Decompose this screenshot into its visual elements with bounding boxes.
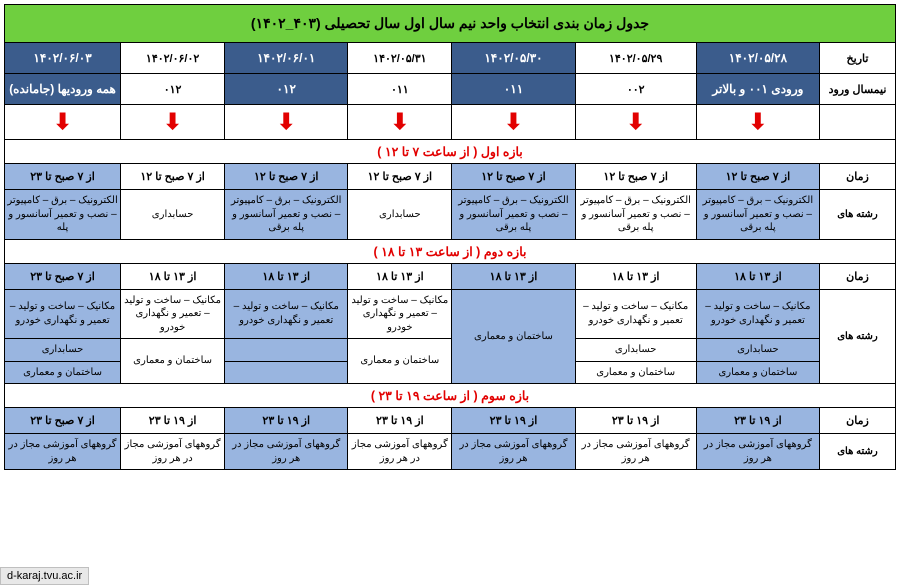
field-cell: ساختمان و معماری: [696, 361, 819, 384]
time-cell: از ۱۳ تا ۱۸: [348, 263, 452, 289]
field-cell: الکترونیک – برق – کامپیوتر – نصب و تعمیر…: [696, 190, 819, 240]
arrow-down-icon: ⬇: [53, 109, 71, 134]
time-cell: از ۱۹ تا ۲۳: [225, 408, 348, 434]
row-label-fields: رشته های: [820, 190, 896, 240]
time-cell: از ۷ صبح تا ۱۲: [452, 164, 575, 190]
row-label-time: زمان: [820, 408, 896, 434]
time-cell: از ۷ صبح تا ۱۲: [575, 164, 696, 190]
field-cell: حسابداری: [696, 339, 819, 362]
time-cell: از ۷ صبح تا ۱۲: [348, 164, 452, 190]
term-cell: ۰۱۲: [225, 74, 348, 105]
row-label-time: زمان: [820, 263, 896, 289]
time-cell: از ۱۹ تا ۲۳: [696, 408, 819, 434]
time-cell: از ۱۹ تا ۲۳: [452, 408, 575, 434]
time-cell: از ۱۳ تا ۱۸: [121, 263, 225, 289]
term-cell: ۰۱۱: [452, 74, 575, 105]
field-cell: مکانیک – ساخت و تولید – تعمیر و نگهداری …: [5, 289, 121, 339]
date-cell: ۱۴۰۲/۰۶/۰۳: [5, 43, 121, 74]
time-cell: از ۷ صبح تا ۲۳: [5, 164, 121, 190]
arrow-down-icon: ⬇: [163, 109, 181, 134]
time-cell: از ۱۳ تا ۱۸: [225, 263, 348, 289]
field-cell: حسابداری: [575, 339, 696, 362]
field-cell: [225, 361, 348, 384]
field-cell: مکانیک – ساخت و تولید – تعمیر و نگهداری …: [348, 289, 452, 339]
date-cell: ۱۴۰۲/۰۵/۳۰: [452, 43, 575, 74]
field-cell: مکانیک – ساخت و تولید – تعمیر و نگهداری …: [121, 289, 225, 339]
field-cell: گروههای آموزشی مجاز در هر روز: [5, 434, 121, 470]
field-cell: الکترونیک – برق – کامپیوتر – نصب و تعمیر…: [5, 190, 121, 240]
time-cell: از ۱۹ تا ۲۳: [121, 408, 225, 434]
row-label-date: تاریخ: [820, 43, 896, 74]
section-header-1: بازه اول ( از ساعت ۷ تا ۱۲ ): [5, 140, 896, 164]
section-header-2: بازه دوم ( از ساعت ۱۳ تا ۱۸ ): [5, 239, 896, 263]
time-cell: از ۷ صبح تا ۱۲: [225, 164, 348, 190]
field-cell: گروههای آموزشی مجاز در هر روز: [696, 434, 819, 470]
field-cell: مکانیک – ساخت و تولید – تعمیر و نگهداری …: [225, 289, 348, 339]
field-cell: ساختمان و معماری: [5, 361, 121, 384]
row-label-fields: رشته های: [820, 434, 896, 470]
time-cell: از ۷ صبح تا ۲۳: [5, 408, 121, 434]
field-cell: گروههای آموزشی مجاز در هر روز: [225, 434, 348, 470]
field-cell: [225, 339, 348, 362]
section-header-3: بازه سوم ( از ساعت ۱۹ تا ۲۳ ): [5, 384, 896, 408]
time-cell: از ۷ صبح تا ۱۲: [121, 164, 225, 190]
time-cell: از ۷ صبح تا ۱۲: [696, 164, 819, 190]
term-cell: همه ورودیها (جامانده): [5, 74, 121, 105]
time-cell: از ۱۳ تا ۱۸: [452, 263, 575, 289]
term-cell: ۰۱۲: [121, 74, 225, 105]
field-cell: حسابداری: [121, 190, 225, 240]
field-cell: الکترونیک – برق – کامپیوتر – نصب و تعمیر…: [452, 190, 575, 240]
row-label-time: زمان: [820, 164, 896, 190]
row-label-term: نیمسال ورود: [820, 74, 896, 105]
date-cell: ۱۴۰۲/۰۵/۲۸: [696, 43, 819, 74]
time-cell: از ۱۹ تا ۲۳: [348, 408, 452, 434]
date-cell: ۱۴۰۲/۰۵/۲۹: [575, 43, 696, 74]
time-cell: از ۷ صبح تا ۲۳: [5, 263, 121, 289]
field-cell: حسابداری: [348, 190, 452, 240]
table-title: جدول زمان بندی انتخاب واحد نیم سال اول س…: [5, 5, 896, 43]
arrow-down-icon: ⬇: [749, 109, 767, 134]
field-cell: ساختمان و معماری: [575, 361, 696, 384]
schedule-table: جدول زمان بندی انتخاب واحد نیم سال اول س…: [4, 4, 896, 470]
term-cell: ۰۰۲: [575, 74, 696, 105]
arrow-down-icon: ⬇: [277, 109, 295, 134]
date-cell: ۱۴۰۲/۰۶/۰۲: [121, 43, 225, 74]
field-cell: گروههای آموزشی مجاز در هر روز: [452, 434, 575, 470]
field-cell: گروههای آموزشی مجاز در هر روز: [348, 434, 452, 470]
row-label-fields: رشته های: [820, 289, 896, 384]
date-cell: ۱۴۰۲/۰۵/۳۱: [348, 43, 452, 74]
time-cell: از ۱۹ تا ۲۳: [575, 408, 696, 434]
field-cell: الکترونیک – برق – کامپیوتر – نصب و تعمیر…: [225, 190, 348, 240]
term-cell: ورودی ۰۰۱ و بالاتر: [696, 74, 819, 105]
url-badge: d-karaj.tvu.ac.ir: [0, 567, 89, 585]
time-cell: از ۱۳ تا ۱۸: [696, 263, 819, 289]
field-cell: حسابداری: [5, 339, 121, 362]
arrow-down-icon: ⬇: [504, 109, 522, 134]
field-cell: گروههای آموزشی مجاز در هر روز: [121, 434, 225, 470]
time-cell: از ۱۳ تا ۱۸: [575, 263, 696, 289]
date-cell: ۱۴۰۲/۰۶/۰۱: [225, 43, 348, 74]
field-cell: ساختمان و معماری: [121, 339, 225, 384]
arrow-down-icon: ⬇: [626, 109, 644, 134]
field-cell: الکترونیک – برق – کامپیوتر – نصب و تعمیر…: [575, 190, 696, 240]
arrow-down-icon: ⬇: [391, 109, 409, 134]
field-cell: ساختمان و معماری: [348, 339, 452, 384]
field-cell: ساختمان و معماری: [452, 289, 575, 384]
term-cell: ۰۱۱: [348, 74, 452, 105]
field-cell: مکانیک – ساخت و تولید – تعمیر و نگهداری …: [575, 289, 696, 339]
field-cell: گروههای آموزشی مجاز در هر روز: [575, 434, 696, 470]
field-cell: مکانیک – ساخت و تولید – تعمیر و نگهداری …: [696, 289, 819, 339]
